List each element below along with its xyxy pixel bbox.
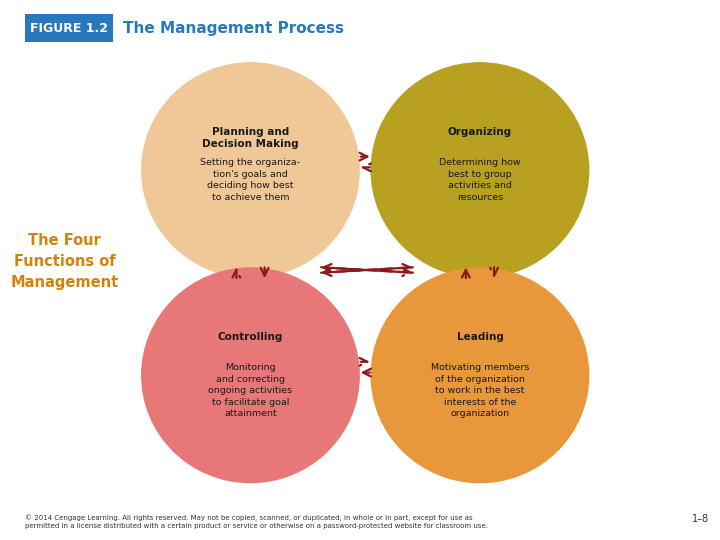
Text: Monitoring
and correcting
ongoing activities
to facilitate goal
attainment: Monitoring and correcting ongoing activi… [208, 363, 292, 418]
Text: © 2014 Cengage Learning. All rights reserved. May not be copied, scanned, or dup: © 2014 Cengage Learning. All rights rese… [24, 514, 487, 529]
Text: Organizing: Organizing [448, 127, 512, 137]
Text: 1–8: 1–8 [693, 514, 709, 524]
Text: Setting the organiza-
tion's goals and
deciding how best
to achieve them: Setting the organiza- tion's goals and d… [200, 158, 300, 201]
Ellipse shape [371, 267, 590, 483]
FancyBboxPatch shape [24, 14, 113, 42]
Text: Motivating members
of the organization
to work in the best
interests of the
orga: Motivating members of the organization t… [431, 363, 529, 418]
Text: Planning and
Decision Making: Planning and Decision Making [202, 127, 299, 149]
Text: FIGURE 1.2: FIGURE 1.2 [30, 22, 108, 35]
Text: The Four
Functions of
Management: The Four Functions of Management [11, 233, 119, 291]
Ellipse shape [371, 62, 590, 278]
Text: Controlling: Controlling [217, 332, 283, 342]
Ellipse shape [141, 267, 360, 483]
Text: Determining how
best to group
activities and
resources: Determining how best to group activities… [439, 158, 521, 201]
Text: The Management Process: The Management Process [123, 21, 344, 36]
Text: Leading: Leading [456, 332, 503, 342]
Ellipse shape [141, 62, 360, 278]
